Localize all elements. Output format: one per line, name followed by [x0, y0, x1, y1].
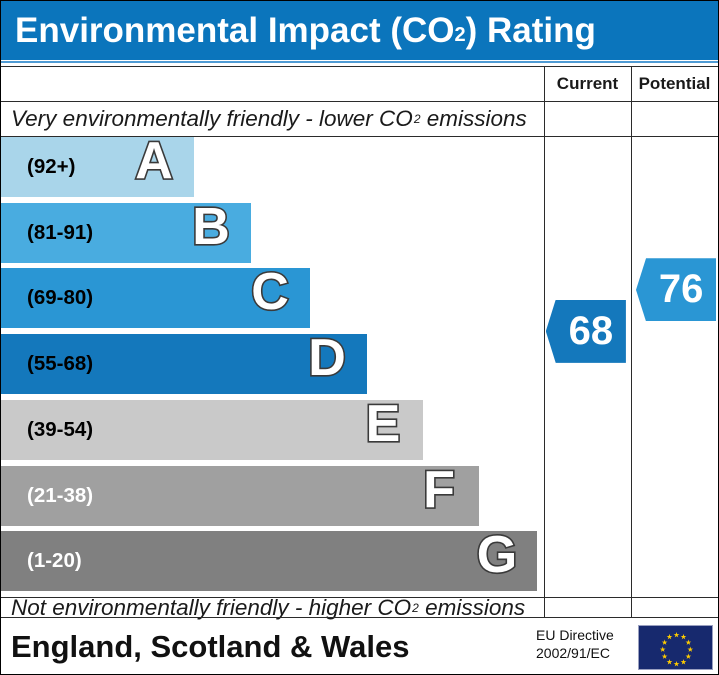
svg-text:E: E [366, 397, 401, 453]
svg-text:D: D [308, 331, 346, 387]
svg-text:C: C [251, 265, 289, 321]
svg-text:F: F [423, 463, 455, 519]
svg-text:B: B [192, 200, 230, 256]
svg-text:A: A [135, 134, 173, 190]
svg-text:G: G [477, 528, 517, 584]
